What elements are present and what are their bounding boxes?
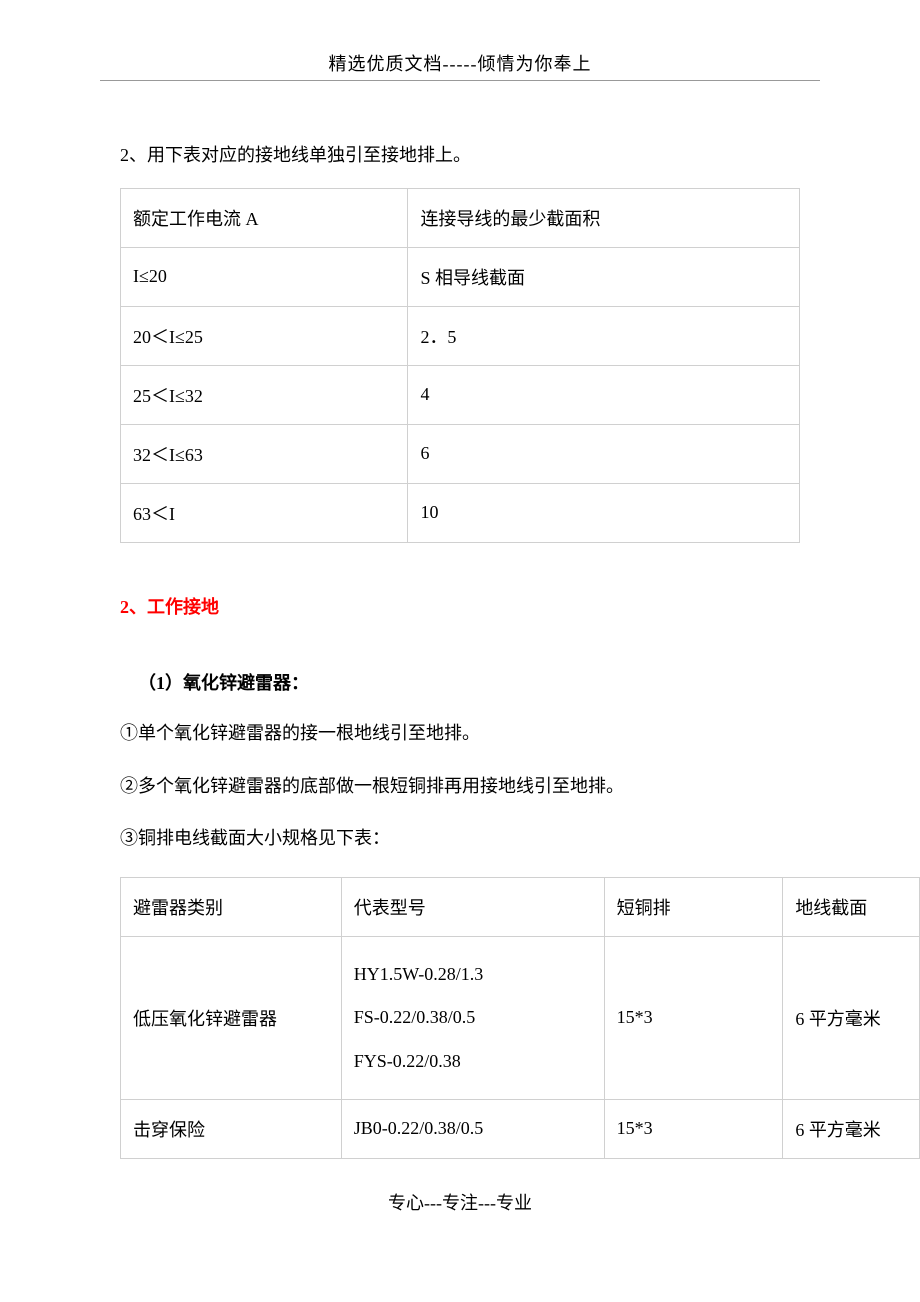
header-underline: [100, 80, 820, 81]
table-header-cell: 额定工作电流 A: [121, 188, 408, 247]
model-line: HY1.5W-0.28/1.3: [354, 953, 592, 996]
table-row: 20＜I≤25 2．5: [121, 306, 800, 365]
table-cell: 6 平方毫米: [783, 1099, 920, 1158]
grounding-wire-table: 额定工作电流 A 连接导线的最少截面积 I≤20 S 相导线截面 20＜I≤25…: [120, 188, 800, 543]
table-cell: S 相导线截面: [408, 247, 800, 306]
table-row: 25＜I≤32 4: [121, 365, 800, 424]
page-footer: 专心---专注---专业: [120, 1189, 800, 1215]
table-cell: 32＜I≤63: [121, 424, 408, 483]
page-container: 精选优质文档-----倾情为你奉上 2、用下表对应的接地线单独引至接地排上。 额…: [0, 0, 920, 1245]
table-cell: JB0-0.22/0.38/0.5: [341, 1099, 604, 1158]
intro-paragraph: 2、用下表对应的接地线单独引至接地排上。: [120, 141, 800, 170]
arrester-spec-table: 避雷器类别 代表型号 短铜排 地线截面 低压氧化锌避雷器 HY1.5W-0.28…: [120, 877, 920, 1159]
table-cell: 6 平方毫米: [783, 937, 920, 1100]
table-cell: 20＜I≤25: [121, 306, 408, 365]
table-row: 63＜I 10: [121, 483, 800, 542]
table-header-cell: 短铜排: [604, 878, 783, 937]
table-cell: 6: [408, 424, 800, 483]
table-cell: 15*3: [604, 937, 783, 1100]
table-cell: 2．5: [408, 306, 800, 365]
table-cell: 63＜I: [121, 483, 408, 542]
list-item: ③铜排电线截面大小规格见下表：: [120, 824, 800, 853]
table-row: 额定工作电流 A 连接导线的最少截面积: [121, 188, 800, 247]
table-row: I≤20 S 相导线截面: [121, 247, 800, 306]
table-cell: 15*3: [604, 1099, 783, 1158]
table-cell: HY1.5W-0.28/1.3 FS-0.22/0.38/0.5 FYS-0.2…: [341, 937, 604, 1100]
table-header-cell: 代表型号: [341, 878, 604, 937]
table-cell: I≤20: [121, 247, 408, 306]
table-row: 32＜I≤63 6: [121, 424, 800, 483]
table-header-cell: 地线截面: [783, 878, 920, 937]
table-cell: 10: [408, 483, 800, 542]
section-heading: 2、工作接地: [120, 593, 800, 619]
table-row: 避雷器类别 代表型号 短铜排 地线截面: [121, 878, 920, 937]
list-item: ①单个氧化锌避雷器的接一根地线引至地排。: [120, 719, 800, 748]
page-header-title: 精选优质文档-----倾情为你奉上: [120, 50, 800, 76]
list-item: ②多个氧化锌避雷器的底部做一根短铜排再用接地线引至地排。: [120, 772, 800, 801]
table-cell: 25＜I≤32: [121, 365, 408, 424]
table-header-cell: 避雷器类别: [121, 878, 342, 937]
model-line: FS-0.22/0.38/0.5: [354, 996, 592, 1039]
table-cell: 击穿保险: [121, 1099, 342, 1158]
model-line: FYS-0.22/0.38: [354, 1040, 592, 1083]
table-cell: 低压氧化锌避雷器: [121, 937, 342, 1100]
table-cell: 4: [408, 365, 800, 424]
table-header-cell: 连接导线的最少截面积: [408, 188, 800, 247]
table-row: 击穿保险 JB0-0.22/0.38/0.5 15*3 6 平方毫米: [121, 1099, 920, 1158]
table-row: 低压氧化锌避雷器 HY1.5W-0.28/1.3 FS-0.22/0.38/0.…: [121, 937, 920, 1100]
sub-heading: （1）氧化锌避雷器：: [120, 669, 800, 695]
